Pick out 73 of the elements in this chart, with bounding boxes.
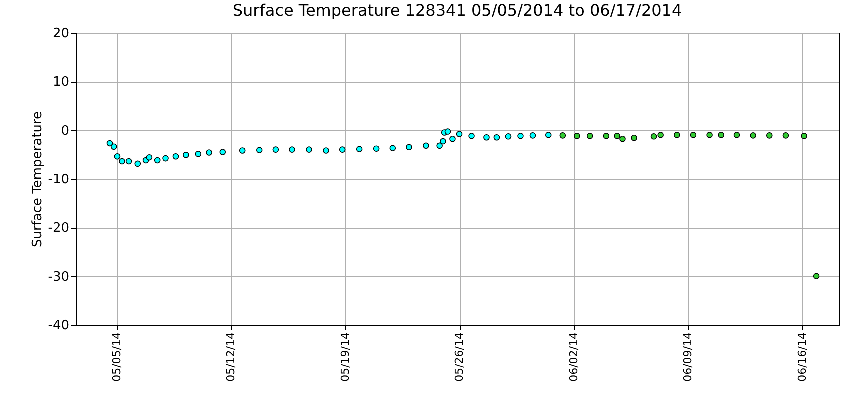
- point: [323, 148, 330, 154]
- point: [114, 153, 121, 160]
- point: [206, 150, 212, 156]
- point: [620, 136, 626, 142]
- point: [674, 132, 680, 138]
- point: [146, 154, 153, 161]
- y-tick-label: -30: [48, 270, 70, 285]
- point: [356, 146, 363, 152]
- y-tick-label: 0: [61, 124, 70, 139]
- y-tick-label: 20: [52, 26, 70, 42]
- point: [718, 132, 724, 138]
- point: [126, 158, 132, 165]
- point: [195, 151, 202, 158]
- point: [444, 128, 452, 135]
- point: [256, 147, 263, 154]
- point: [631, 134, 638, 142]
- x-tick-label: 06/09/14: [682, 332, 695, 382]
- point: [289, 146, 296, 153]
- y-tick-label: -20: [48, 221, 70, 236]
- y-tick-label: -40: [48, 318, 70, 334]
- x-tick-label: 06/02/14: [567, 332, 580, 382]
- point: [586, 133, 594, 140]
- point: [801, 133, 808, 140]
- x-tick-label: 05/26/14: [453, 332, 466, 382]
- point: [423, 142, 430, 150]
- point: [110, 144, 118, 150]
- x-tick-label: 05/05/14: [110, 332, 124, 382]
- point: [162, 155, 169, 162]
- point: [272, 146, 280, 153]
- point: [154, 157, 161, 164]
- point: [574, 133, 580, 140]
- point: [183, 152, 190, 158]
- point: [436, 142, 443, 150]
- point: [614, 133, 620, 140]
- point: [172, 153, 180, 160]
- point: [373, 146, 380, 152]
- chart-title: Surface Temperature 128341 05/05/2014 to 06/17/2014: [232, 1, 682, 20]
- point: [782, 132, 790, 139]
- point: [339, 146, 346, 153]
- point: [239, 148, 246, 154]
- point: [706, 132, 713, 138]
- point: [134, 160, 142, 168]
- point: [560, 132, 566, 139]
- point: [766, 132, 773, 139]
- x-tick-label: 06/16/14: [796, 332, 809, 382]
- point: [545, 132, 552, 138]
- point: [220, 149, 226, 156]
- point: [505, 134, 512, 140]
- x-tick-label: 05/19/14: [338, 332, 352, 382]
- point: [750, 132, 756, 139]
- point: [119, 158, 126, 165]
- point: [440, 138, 446, 145]
- y-tick-label: -10: [48, 172, 70, 188]
- point: [650, 134, 658, 140]
- point: [603, 133, 610, 140]
- point: [494, 134, 500, 141]
- y-tick-label: 10: [52, 75, 70, 90]
- point: [530, 132, 536, 139]
- point: [813, 273, 820, 280]
- x-tick-label: 05/12/14: [224, 332, 238, 382]
- point: [518, 133, 524, 140]
- point: [734, 132, 740, 138]
- point: [484, 134, 490, 141]
- point: [658, 132, 664, 138]
- y-axis-title: Surface Temperature: [30, 111, 46, 248]
- point: [390, 145, 396, 152]
- point: [406, 144, 412, 150]
- point: [306, 146, 312, 153]
- point: [456, 131, 463, 138]
- point: [468, 133, 475, 140]
- point: [450, 136, 456, 142]
- point: [690, 132, 697, 138]
- point: [106, 140, 114, 147]
